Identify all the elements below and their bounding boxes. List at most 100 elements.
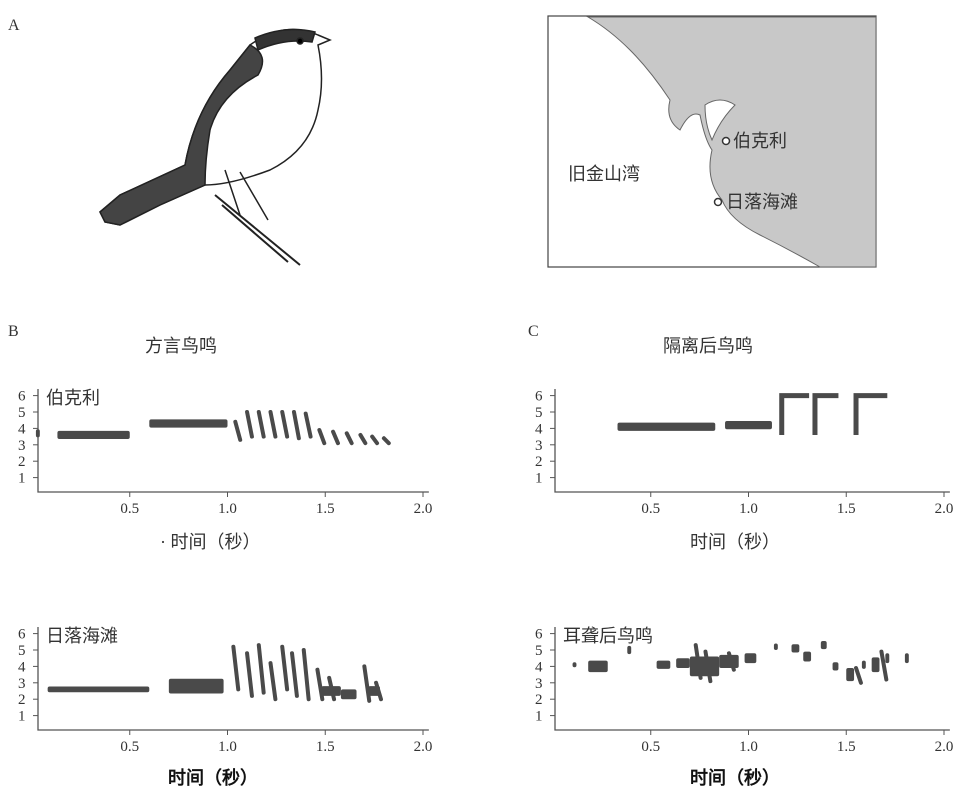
x-tick-label: 0.5 xyxy=(120,501,139,517)
y-tick-label: 6 xyxy=(18,389,26,405)
sound-segment xyxy=(231,644,241,692)
sound-segment xyxy=(268,410,278,439)
axis-line xyxy=(554,389,950,493)
sound-segment xyxy=(344,431,354,446)
x-tick-label: 1.5 xyxy=(837,501,856,517)
sound-segment xyxy=(854,666,863,685)
y-tick-label: 6 xyxy=(535,627,543,643)
x-tick-label: 0.5 xyxy=(641,739,660,755)
sound-segment xyxy=(693,643,703,680)
sound-segment xyxy=(168,678,224,694)
sound-segment xyxy=(340,689,357,700)
sound-segment xyxy=(656,660,671,669)
y-tick-label: 4 xyxy=(18,421,26,437)
sound-segment xyxy=(779,393,810,435)
sound-segment xyxy=(149,419,228,428)
y-tick-label: 3 xyxy=(535,438,543,454)
y-tick-label: 2 xyxy=(535,454,543,470)
sound-segment xyxy=(317,428,327,446)
x-axis-label: 时间（秒） xyxy=(690,767,780,788)
x-tick-label: 2.0 xyxy=(935,739,954,755)
plot-label: 耳聋后鸟鸣 xyxy=(563,626,653,646)
panel-letter: C xyxy=(528,323,539,340)
y-tick-label: 2 xyxy=(18,454,26,470)
y-tick-label: 5 xyxy=(18,405,26,421)
sound-segment xyxy=(703,649,713,684)
sound-segment xyxy=(331,429,340,446)
sound-segment xyxy=(689,656,720,677)
sound-segment xyxy=(301,648,311,702)
sound-segment xyxy=(846,668,855,682)
panel-letter: A xyxy=(8,17,20,34)
axis-line xyxy=(37,627,429,731)
x-axis-label: · 时间（秒） xyxy=(160,532,261,552)
sound-segment xyxy=(327,675,337,702)
sound-segment xyxy=(617,422,716,431)
x-tick-label: 1.5 xyxy=(316,501,335,517)
y-tick-label: 1 xyxy=(18,471,26,487)
sound-segment xyxy=(374,680,383,702)
bird-illustration xyxy=(99,28,332,266)
sound-segment xyxy=(725,421,772,430)
y-tick-label: 3 xyxy=(18,438,26,454)
x-tick-label: 2.0 xyxy=(414,739,433,755)
x-tick-label: 1.0 xyxy=(739,739,758,755)
y-tick-label: 2 xyxy=(18,692,26,708)
x-tick-label: 0.5 xyxy=(120,739,139,755)
sound-segment xyxy=(853,393,888,435)
x-axis-label: 时间（秒） xyxy=(690,532,780,552)
y-tick-label: 4 xyxy=(18,659,26,675)
map-label: 伯克利 xyxy=(733,131,787,151)
sound-segment xyxy=(588,660,608,673)
axis-line xyxy=(37,389,429,493)
sound-segment xyxy=(820,640,827,650)
x-tick-label: 2.0 xyxy=(935,501,954,517)
y-tick-label: 3 xyxy=(535,676,543,692)
sound-segment xyxy=(245,651,254,698)
y-tick-label: 6 xyxy=(18,627,26,643)
sound-segment xyxy=(256,410,266,439)
panel-letter: B xyxy=(8,323,19,340)
sound-segment xyxy=(245,410,254,439)
sound-segment xyxy=(256,643,266,695)
sound-segment xyxy=(773,643,778,650)
axis-line xyxy=(554,627,950,731)
sound-segment xyxy=(280,644,290,692)
y-tick-label: 3 xyxy=(18,676,26,692)
panel-title: 方言鸟鸣 xyxy=(145,336,217,356)
sound-segment xyxy=(315,667,325,702)
sound-segment xyxy=(47,686,150,693)
y-tick-label: 2 xyxy=(535,692,543,708)
sound-segment xyxy=(370,434,380,446)
x-tick-label: 1.0 xyxy=(739,501,758,517)
y-tick-label: 1 xyxy=(18,709,26,725)
sound-segment xyxy=(904,653,909,664)
x-axis-label: 时间（秒） xyxy=(168,767,258,788)
panel-title: 隔离后鸟鸣 xyxy=(663,336,753,356)
sound-segment xyxy=(861,660,866,669)
x-tick-label: 1.5 xyxy=(837,739,856,755)
plot-label: 日落海滩 xyxy=(46,626,118,646)
sound-segment xyxy=(381,436,391,446)
sound-segment xyxy=(871,657,880,673)
sound-segment xyxy=(358,432,368,446)
sound-segment xyxy=(280,410,290,439)
sound-segment xyxy=(233,419,243,442)
y-tick-label: 6 xyxy=(535,389,543,405)
y-tick-label: 4 xyxy=(535,659,543,675)
y-tick-label: 4 xyxy=(535,421,543,437)
plot-label: 伯克利 xyxy=(46,388,100,408)
sound-segment xyxy=(268,661,278,702)
sound-segment xyxy=(812,393,839,435)
sound-segment xyxy=(726,651,736,672)
x-tick-label: 1.5 xyxy=(316,739,335,755)
y-tick-label: 5 xyxy=(535,405,543,421)
map: 伯克利 旧金山湾 日落海滩 xyxy=(547,15,877,268)
x-tick-label: 0.5 xyxy=(641,501,660,517)
x-tick-label: 1.0 xyxy=(218,739,237,755)
sound-segment xyxy=(362,664,372,703)
y-tick-label: 1 xyxy=(535,709,543,725)
sound-segment xyxy=(303,411,313,439)
map-label: 日落海滩 xyxy=(726,192,798,212)
